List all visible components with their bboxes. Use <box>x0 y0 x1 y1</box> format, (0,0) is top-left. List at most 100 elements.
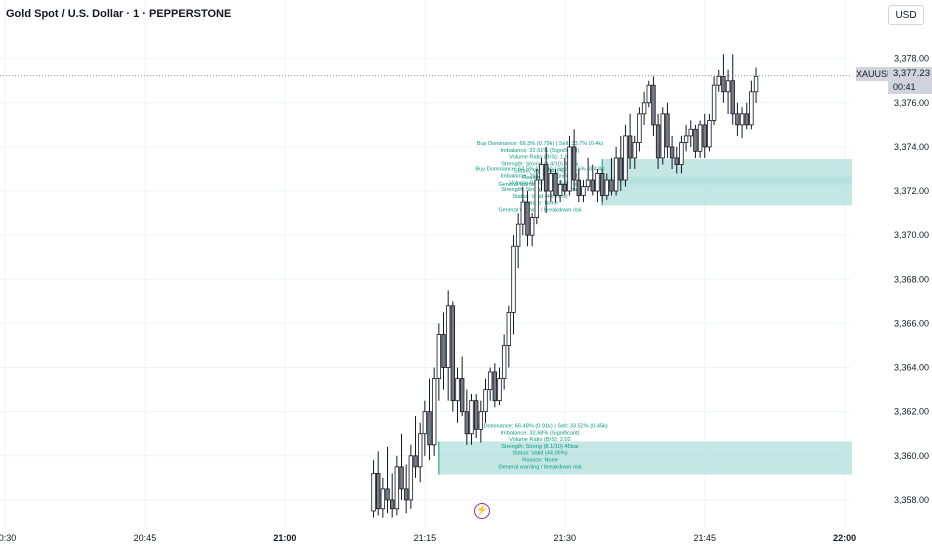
candle-body <box>567 146 572 192</box>
candle-body <box>604 179 609 196</box>
candle-body <box>473 400 479 430</box>
candle-body <box>483 389 488 413</box>
candle-body <box>655 124 661 159</box>
candle-body <box>422 411 428 435</box>
candle-body <box>693 128 698 152</box>
x-tick-label: 21:00 <box>273 533 296 543</box>
candle-body <box>534 179 540 218</box>
candle-body <box>595 173 600 192</box>
candle-body <box>646 84 651 104</box>
zone-label: Status: Valid (44.07%) <box>512 194 567 200</box>
candle-body <box>497 378 502 402</box>
x-tick-label: 21:30 <box>554 533 577 543</box>
candle-body <box>721 75 726 93</box>
candle-body <box>380 488 386 510</box>
x-tick-label: 21:15 <box>414 533 437 543</box>
candle-body <box>375 473 381 510</box>
candle-body <box>697 124 703 152</box>
candle-body <box>744 113 749 126</box>
candle-body <box>711 84 717 121</box>
candle-body <box>627 135 633 159</box>
candle-body <box>623 135 628 181</box>
candle-body <box>445 305 451 368</box>
candle-body <box>637 113 642 143</box>
candle-body <box>441 334 446 368</box>
currency-button[interactable]: USD <box>888 5 924 25</box>
candle-body <box>553 173 558 196</box>
candle-body <box>609 179 614 192</box>
x-tick-label: 21:45 <box>693 533 716 543</box>
candle-body <box>716 75 721 86</box>
symbol-badge: XAUUSD <box>856 67 894 81</box>
candle-body <box>399 466 404 490</box>
candle-body <box>669 146 675 159</box>
candle-body <box>385 488 390 501</box>
grid <box>0 0 850 528</box>
zone-label: Volume Ratio (B/S): 1.97 <box>509 155 571 161</box>
zone-label: Buy Dominance: 66.48% (0.91k) | Sell: 33… <box>472 423 608 429</box>
candle-body <box>665 113 670 148</box>
y-tick-label: 3,370.00 <box>894 230 929 240</box>
candle-body <box>543 164 549 192</box>
candle-body <box>450 305 456 402</box>
candle-body <box>674 157 679 165</box>
zone-label: Volume Ratio (B/S): 2.02 <box>509 437 571 443</box>
zone-label: General warning / breakdown risk <box>498 464 582 470</box>
candle-body <box>585 179 591 188</box>
candle-body <box>651 84 656 126</box>
candle-body <box>487 371 493 391</box>
candle-body <box>431 378 437 446</box>
candle-body <box>632 142 637 159</box>
zone-label: Strength: Strong (8.1/10) 45bar <box>501 444 579 450</box>
candle-body <box>618 157 623 181</box>
candle-body <box>548 173 554 192</box>
candle-body <box>641 102 647 115</box>
y-tick-label: 3,364.00 <box>894 363 929 373</box>
candle-body <box>557 184 563 196</box>
candle-body <box>459 378 465 413</box>
candle-body <box>403 488 409 501</box>
zone-label: General warning / breakdown risk <box>498 182 582 188</box>
candle-body <box>590 179 595 192</box>
candle-body <box>539 164 544 181</box>
y-tick-label: 3,360.00 <box>894 451 929 461</box>
zone-label: Reason: None <box>522 201 558 207</box>
bar-countdown-badge: 00:41 <box>888 81 932 94</box>
candle-body <box>739 113 745 126</box>
candle-body <box>511 245 516 313</box>
candle-body <box>394 466 400 510</box>
candle-body <box>455 378 460 402</box>
candle-body <box>679 142 684 165</box>
candle-body <box>371 473 376 512</box>
zone-label: Volume Ratio (B/S): 1.82 <box>509 180 571 186</box>
candle-body <box>413 455 418 468</box>
order-zone-box[interactable] <box>438 441 888 475</box>
y-tick-label: 3,376.00 <box>894 98 929 108</box>
zone-label: General warning / breakdown risk <box>498 208 582 214</box>
zone-label: Strength: Strong (8.2/10) 45bar <box>501 187 579 193</box>
y-tick-label: 3,378.00 <box>894 54 929 64</box>
x-tick-label: 22:00 <box>833 533 856 543</box>
candle-body <box>576 179 581 196</box>
x-tick-label: 20:30 <box>0 533 16 543</box>
candle-body <box>660 113 665 159</box>
y-tick-label: 3,362.00 <box>894 407 929 417</box>
candles <box>371 54 759 518</box>
y-tick-label: 3,368.00 <box>894 274 929 284</box>
candle-body <box>562 184 567 192</box>
candle-body <box>725 80 731 93</box>
candle-body <box>389 499 395 510</box>
zone-label: Buy Dominance: 66.3% (0.79k) | Sell: 33.… <box>477 141 603 147</box>
candle-body <box>417 433 423 468</box>
candle-body <box>749 91 754 126</box>
candle-body <box>735 113 740 126</box>
order-zone-box[interactable] <box>602 176 888 206</box>
lightning-icon[interactable]: ⚡ <box>474 503 490 519</box>
zone-label: Reason: None <box>522 457 558 463</box>
zone-label: Imbalance: 32.61% (Significant) <box>501 148 580 154</box>
zone-label: Status: Valid (44.06%) <box>512 451 567 457</box>
candle-body <box>501 345 507 379</box>
x-tick-label: 20:45 <box>134 533 157 543</box>
candle-body <box>520 201 526 225</box>
